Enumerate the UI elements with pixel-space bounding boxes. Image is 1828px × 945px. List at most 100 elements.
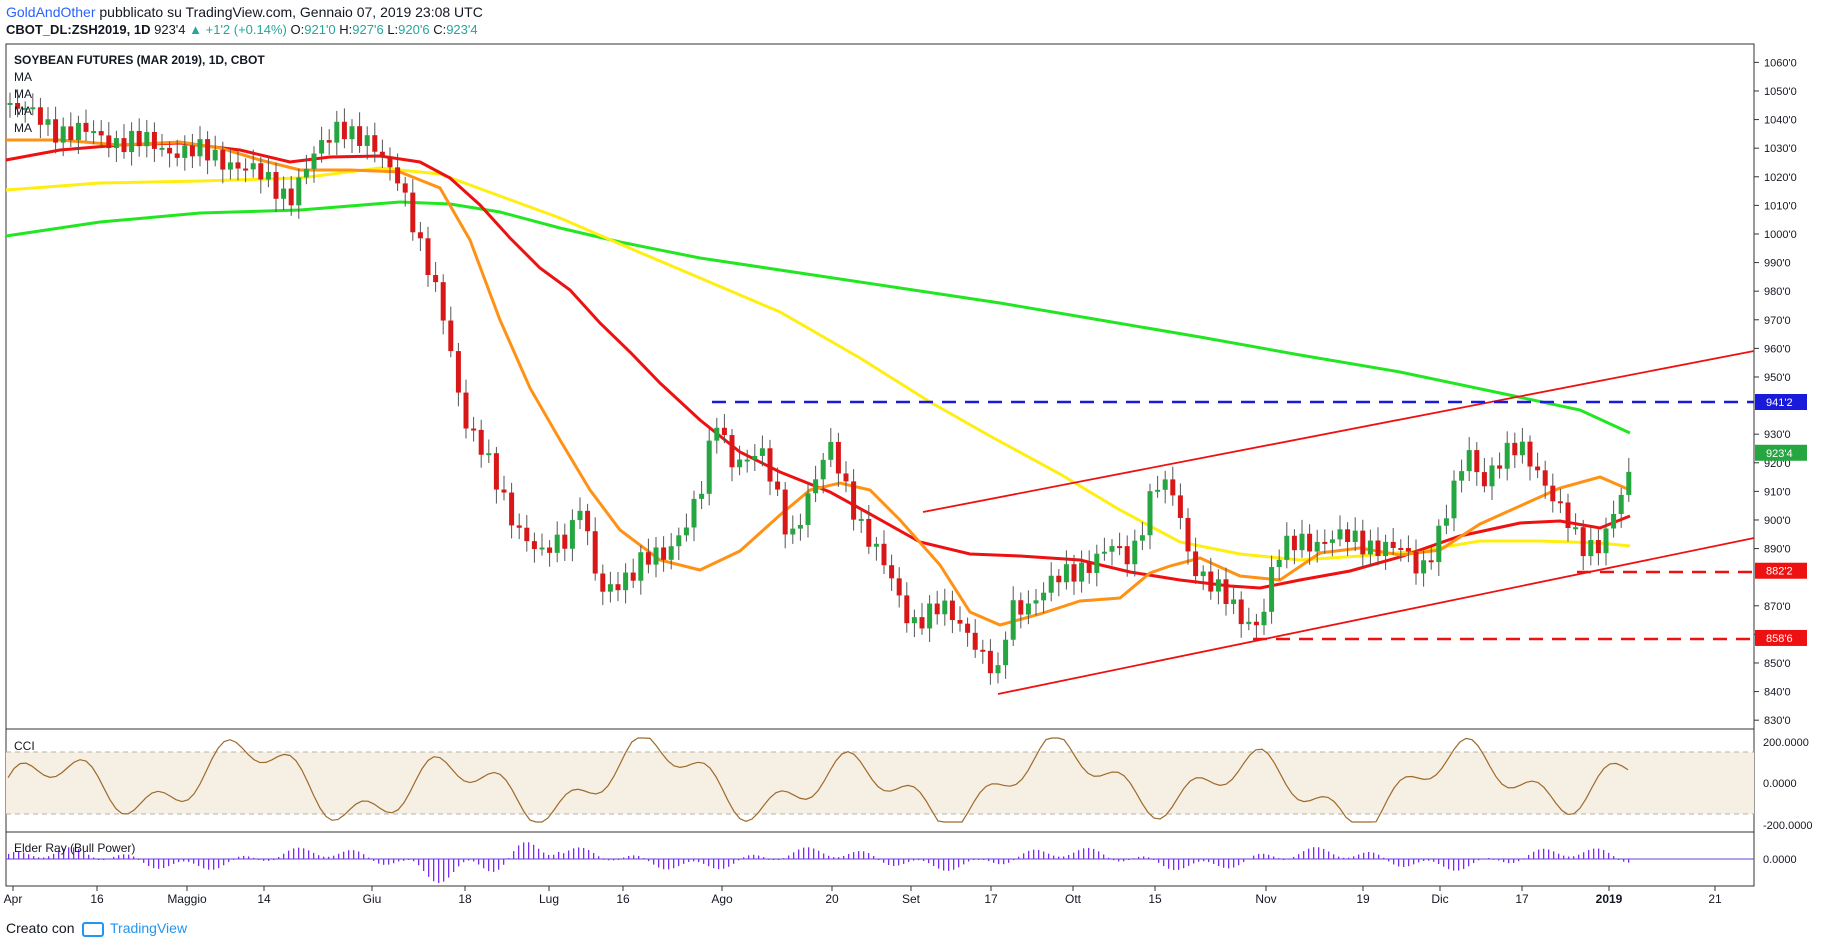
elder-bar (848, 854, 850, 859)
elder-bar (78, 849, 80, 859)
candle-body (341, 121, 347, 140)
candle-body (311, 153, 317, 169)
candle-body (45, 119, 51, 125)
candle-body (524, 527, 530, 542)
elder-bar (1133, 858, 1135, 860)
time-tick-label: Apr (4, 892, 23, 906)
elder-bar (823, 853, 825, 859)
candle-body (440, 282, 446, 321)
elder-bar (1253, 855, 1255, 859)
author-link[interactable]: GoldAndOther (6, 4, 96, 20)
open-label: O: (290, 22, 305, 37)
close-label: C: (433, 22, 447, 37)
elder-bar (288, 850, 290, 859)
elder-bar (393, 859, 395, 864)
candle-body (729, 435, 735, 468)
candle-body (714, 427, 720, 441)
candle-body (911, 617, 917, 624)
candle-body (547, 547, 553, 553)
candle-body (1094, 553, 1100, 573)
price-tick-label: 1030'0 (1764, 143, 1797, 155)
low-value: 920'6 (398, 22, 430, 37)
low-label: L: (387, 22, 399, 37)
elder-bar (818, 850, 820, 859)
candle-body (661, 547, 667, 560)
candle-body (296, 177, 302, 206)
time-tick-label: 20 (825, 892, 839, 906)
elder-bar (358, 851, 360, 859)
candle-body (1155, 489, 1161, 492)
elder-bar (103, 859, 105, 860)
elder-bar (893, 859, 895, 866)
elder-bar (563, 853, 565, 859)
candle-body (501, 489, 507, 493)
candle-body (1063, 564, 1069, 583)
elder-bar (1458, 859, 1460, 871)
elder-bar (933, 859, 935, 866)
elder-bar (598, 856, 600, 859)
elder-bar (113, 856, 115, 859)
candle-body (106, 135, 112, 149)
candle-body (1177, 495, 1183, 518)
elder-bar (1223, 859, 1225, 868)
elder-bar (1423, 859, 1425, 862)
elder-bar (238, 856, 240, 859)
candle-body (1383, 541, 1389, 557)
elder-bar (1553, 851, 1555, 859)
elder-bar (718, 859, 720, 870)
candle-body (471, 428, 477, 431)
price-badge-label: 858'6 (1766, 633, 1793, 645)
ma-red-line (5, 141, 1631, 590)
elder-bar (608, 859, 610, 861)
candle-body (319, 140, 325, 154)
elder-bar (133, 856, 135, 859)
elder-bar (293, 848, 295, 859)
elder-bar (498, 859, 500, 870)
candle-body (554, 534, 560, 553)
candle-body (30, 107, 36, 110)
elder-bar (1228, 859, 1230, 869)
open-value: 921'0 (304, 22, 336, 37)
elder-bar (198, 859, 200, 867)
price-badge (1755, 394, 1807, 410)
elder-bar (1028, 850, 1030, 859)
time-tick-label: 16 (616, 892, 630, 906)
elder-bar (768, 858, 770, 860)
elder-bar (343, 851, 345, 859)
elder-bar (843, 855, 845, 859)
price-tick-label: 830'0 (1764, 715, 1791, 727)
elder-bar (58, 851, 60, 859)
candle-body (83, 122, 89, 132)
tradingview-link[interactable]: TradingView (110, 920, 188, 936)
elder-bar (348, 850, 350, 859)
candle-body (1428, 560, 1434, 563)
elder-bar (173, 859, 175, 864)
candle-body (1337, 529, 1343, 540)
candle-body (53, 119, 59, 143)
elder-bar (228, 859, 230, 863)
candle-body (1542, 470, 1548, 486)
time-tick-label: 21 (1708, 892, 1722, 906)
elder-bar (1218, 859, 1220, 867)
elder-bar (478, 859, 480, 865)
cci-tick: -200.0000 (1763, 820, 1813, 832)
price-tick-label: 950'0 (1764, 372, 1791, 384)
candle-body (585, 510, 591, 532)
price-badge (1755, 562, 1807, 579)
elder-bar (553, 854, 555, 859)
elder-bar (948, 859, 950, 871)
elder-bar (1613, 856, 1615, 859)
elder-bar (928, 859, 930, 864)
candle-body (1124, 546, 1130, 565)
candle-body (1474, 450, 1480, 473)
price-tick-label: 870'0 (1764, 601, 1791, 613)
time-tick-label: 14 (257, 892, 271, 906)
candle-body (683, 527, 689, 536)
elder-bar (1323, 848, 1325, 859)
elder-bar (1063, 856, 1065, 859)
elder-bar (1578, 854, 1580, 859)
elder-bar (873, 855, 875, 859)
elder-bar (1628, 859, 1630, 863)
ma-label: MA (14, 70, 32, 84)
